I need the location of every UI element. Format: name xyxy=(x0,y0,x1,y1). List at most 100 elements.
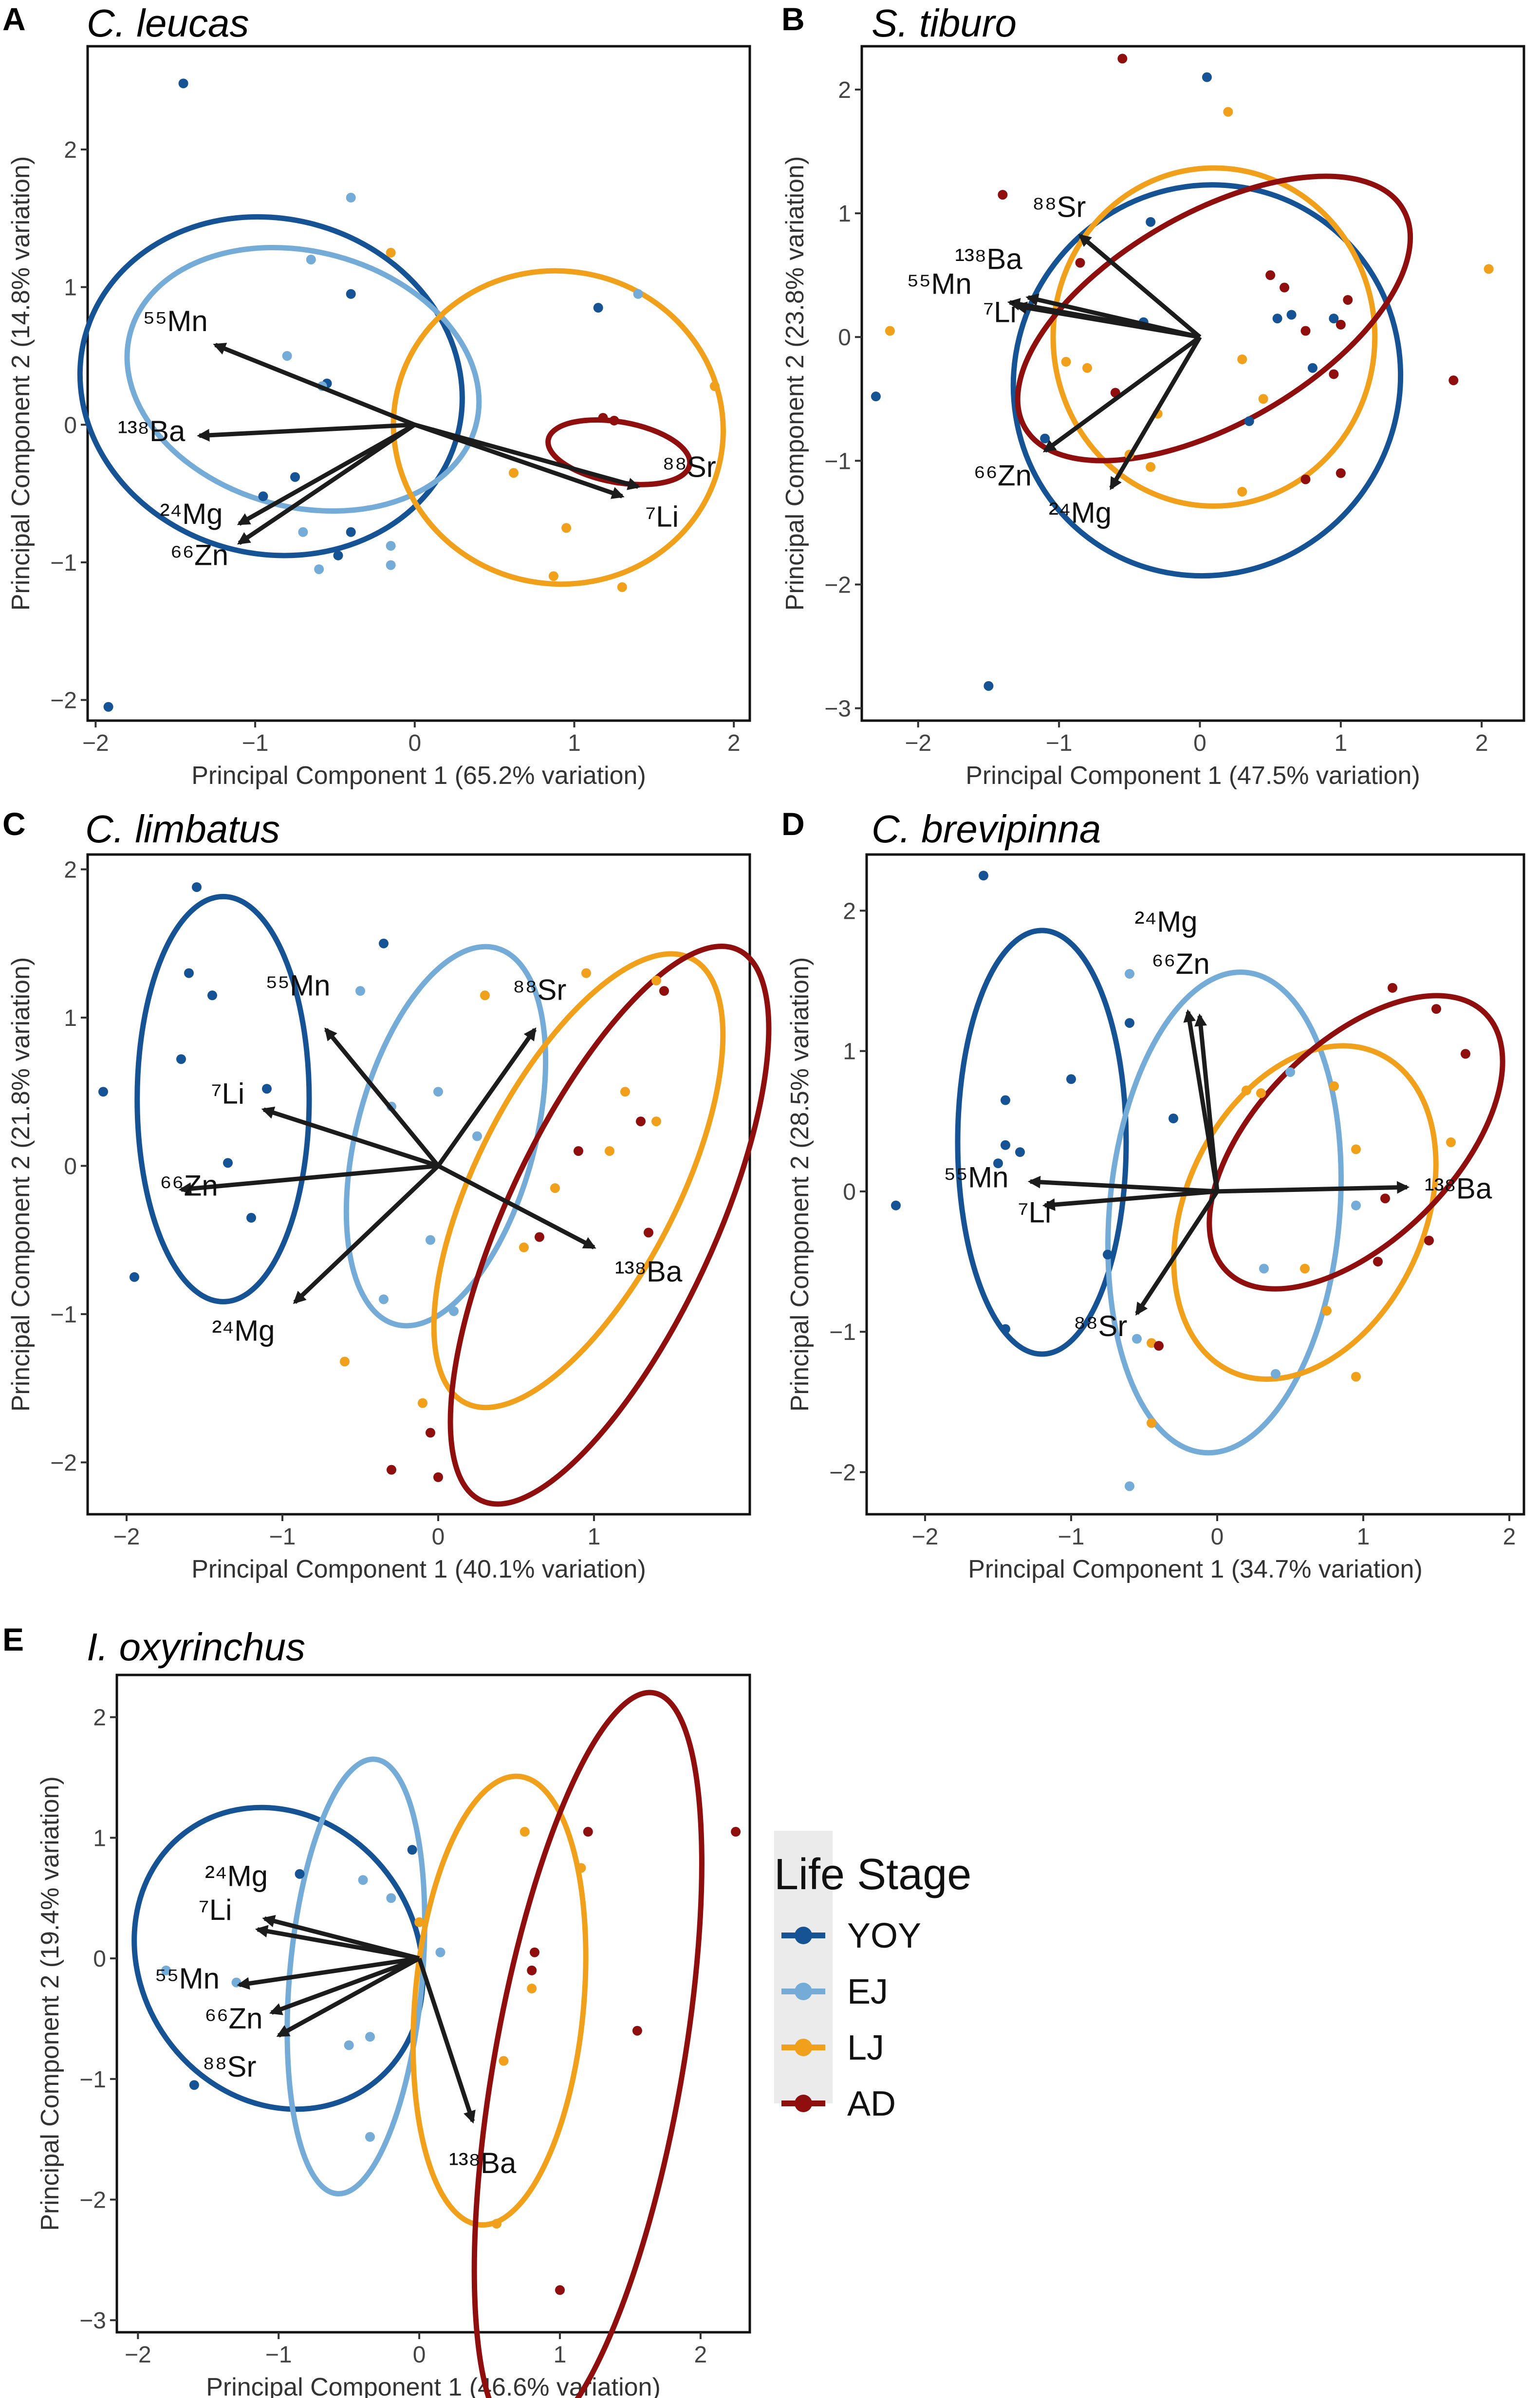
point-ej xyxy=(1125,969,1134,979)
point-ej xyxy=(1132,1334,1142,1344)
point-lj xyxy=(651,1116,661,1127)
point-lj xyxy=(581,968,591,978)
point-ad xyxy=(1154,1341,1164,1351)
ellipse-ej xyxy=(1105,969,1344,1456)
point-lj xyxy=(1146,462,1156,472)
point-lj xyxy=(340,1357,350,1367)
loading-arrow xyxy=(1135,1190,1219,1316)
loading-arrow xyxy=(1217,1181,1410,1194)
ellipse-ej xyxy=(124,245,482,514)
x-tick-label: −1 xyxy=(1046,730,1073,756)
x-tick-label: −1 xyxy=(242,730,269,756)
point-yoy xyxy=(192,882,202,892)
point-yoy xyxy=(1125,1018,1134,1028)
x-tick-label: 2 xyxy=(1475,730,1488,756)
point-yoy xyxy=(1146,217,1156,227)
loading-label: ²⁴Mg xyxy=(205,1859,268,1892)
ellipse-lj xyxy=(1050,165,1378,509)
point-yoy xyxy=(258,491,268,502)
point-lj xyxy=(1082,363,1092,373)
y-tick-label: 1 xyxy=(64,275,77,301)
loading-label: ¹³⁸Ba xyxy=(118,415,186,447)
legend-label-ad: AD xyxy=(847,2084,896,2123)
point-ej xyxy=(386,541,396,551)
loading-label: ⁶⁶Zn xyxy=(974,459,1032,492)
point-yoy xyxy=(178,78,188,89)
point-ad xyxy=(1280,282,1290,293)
loading-label: ⁶⁶Zn xyxy=(204,2002,262,2035)
loading-label: ⁶⁶Zn xyxy=(160,1169,218,1202)
point-yoy xyxy=(1001,1095,1010,1105)
y-axis-label: Principal Component 2 (19.4% variation) xyxy=(36,1776,64,2231)
x-tick-label: −2 xyxy=(82,730,109,756)
x-tick-label: −1 xyxy=(1058,1524,1085,1550)
x-tick-label: 2 xyxy=(727,730,741,756)
ellipse-ej xyxy=(343,944,549,1329)
x-axis-label: Principal Component 1 (34.7% variation) xyxy=(968,1555,1423,1583)
y-axis-label: Principal Component 2 (14.8% variation) xyxy=(7,156,35,611)
point-ad xyxy=(598,413,608,423)
y-tick-label: 0 xyxy=(838,325,851,351)
loading-arrow xyxy=(269,1956,420,2015)
point-ej xyxy=(161,1965,171,1975)
legend-dot-lj xyxy=(795,2039,812,2056)
point-ad xyxy=(555,2285,565,2295)
loading-label: ⁵⁵Mn xyxy=(155,1962,220,1995)
point-lj xyxy=(576,1863,586,1873)
loading-arrow xyxy=(1109,335,1202,490)
point-lj xyxy=(1147,1418,1156,1428)
point-lj xyxy=(561,523,572,533)
point-ad xyxy=(1343,295,1353,305)
loading-label: ¹³⁸Ba xyxy=(955,242,1022,275)
y-tick-label: 2 xyxy=(64,857,77,883)
legend-dot-ej xyxy=(795,1983,812,2000)
y-tick-label: 1 xyxy=(64,1005,77,1031)
point-yoy xyxy=(130,1272,139,1282)
panel-title: C. leucas xyxy=(87,1,249,45)
y-tick-label: 2 xyxy=(838,77,851,103)
loading-arrow xyxy=(437,1164,596,1249)
y-tick-label: 0 xyxy=(843,1179,856,1205)
y-tick-label: 1 xyxy=(843,1039,856,1065)
legend-dot-yoy xyxy=(795,1927,812,1944)
y-tick-label: 0 xyxy=(93,1946,106,1972)
loading-arrow xyxy=(436,1027,537,1168)
point-ad xyxy=(644,1227,653,1238)
point-lj xyxy=(617,582,627,592)
y-tick-label: 2 xyxy=(93,1705,106,1731)
point-ad xyxy=(1336,468,1346,478)
loading-label: ⁸⁸Sr xyxy=(513,973,567,1006)
point-yoy xyxy=(1286,310,1297,320)
point-lj xyxy=(651,975,661,985)
point-lj xyxy=(548,571,558,581)
loading-arrow xyxy=(237,1956,420,1990)
point-ej xyxy=(433,1087,443,1097)
loading-arrow xyxy=(414,423,625,499)
point-ad xyxy=(433,1472,443,1482)
point-yoy xyxy=(189,2080,199,2090)
loading-label: ⁵⁵Mn xyxy=(143,305,208,337)
panel-title: S. tiburo xyxy=(872,1,1017,45)
y-tick-label: 0 xyxy=(64,1153,77,1179)
point-lj xyxy=(1322,1305,1332,1316)
plot-frame xyxy=(86,45,751,722)
x-axis-label: Principal Component 1 (40.1% variation) xyxy=(191,1555,646,1583)
point-ad xyxy=(1380,1193,1390,1204)
ellipse-ad xyxy=(471,1690,705,2398)
legend-label-lj: LJ xyxy=(847,2028,884,2067)
point-lj xyxy=(1223,107,1233,117)
point-lj xyxy=(508,468,519,478)
point-ad xyxy=(731,1827,741,1837)
point-ej xyxy=(1351,1200,1361,1210)
plot-frame xyxy=(860,45,1525,722)
panel-E: E I. oxyrinchus −2 −1 0 1 2 −3 −2 −1 0 1 2 Principal … xyxy=(2,1621,751,2398)
point-yoy xyxy=(223,1158,233,1168)
loading-label: ⁷Li xyxy=(199,1894,232,1926)
point-lj xyxy=(1061,357,1071,367)
point-ej xyxy=(386,1893,396,1903)
x-tick-label: 2 xyxy=(1503,1524,1516,1550)
point-yoy xyxy=(871,391,881,402)
x-tick-label: 0 xyxy=(432,1524,445,1550)
ellipse-lj xyxy=(390,268,726,587)
loading-arrow xyxy=(1042,335,1202,453)
